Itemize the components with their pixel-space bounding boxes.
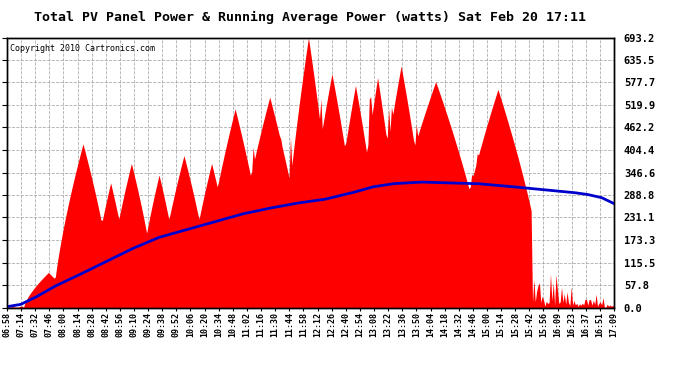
Text: Total PV Panel Power & Running Average Power (watts) Sat Feb 20 17:11: Total PV Panel Power & Running Average P… xyxy=(34,11,586,24)
Text: Copyright 2010 Cartronics.com: Copyright 2010 Cartronics.com xyxy=(10,44,155,53)
